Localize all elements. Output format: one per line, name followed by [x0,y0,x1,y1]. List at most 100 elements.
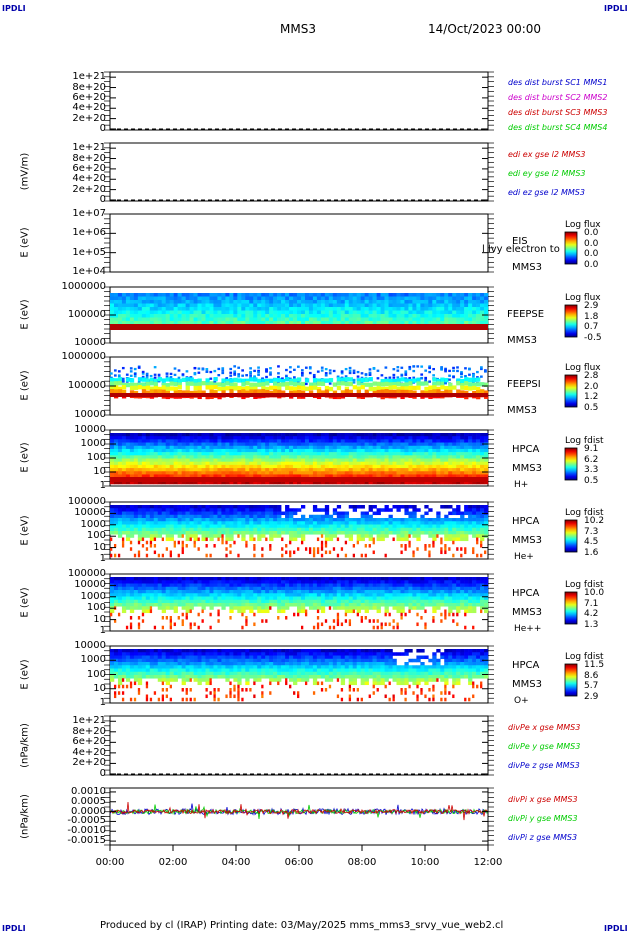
spectrogram-cell [153,508,159,512]
spectrogram-cell [153,461,159,466]
spectrogram-cell [133,458,139,462]
spectrogram-cell [249,508,254,512]
spectrogram-cell [169,511,174,516]
spectrogram-cell [273,461,278,466]
spectrogram-cell [137,385,143,390]
spectrogram-cell [225,433,230,437]
spectrogram-cell [400,544,403,548]
spectrogram-cell [460,527,465,532]
spectrogram-cell [221,303,226,308]
spectrogram-cell [368,321,373,325]
spectrogram-cell [197,577,202,581]
spectrogram-cell [464,293,469,297]
spectrogram-cell [137,514,143,519]
spectrogram-cell [177,540,180,545]
spectrogram-cell [273,310,278,315]
spectrogram-cell [189,590,194,594]
spectrogram-cell [281,461,286,466]
spectrogram-cell [229,527,234,532]
spectrogram-cell [281,293,286,297]
spectrogram-cell [484,505,489,509]
spectrogram-cell [113,303,119,308]
spectrogram-cell [404,373,408,376]
spectrogram-cell [129,590,135,594]
spectrogram-cell [364,389,369,394]
spectrogram-cell [476,471,481,475]
spectrogram-cell [225,436,230,440]
spectrogram-cell [476,468,481,472]
spectrogram-cell [300,534,306,538]
spectrogram-cell [456,366,459,369]
spectrogram-cell [464,464,469,469]
spectrogram-cell [249,317,254,322]
spectrogram-cell [117,480,123,485]
spectrogram-cell [281,524,286,529]
spectrogram-cell [185,468,190,472]
spectrogram-cell [253,448,258,453]
spectrogram-cell [273,524,278,529]
spectrogram-cell [145,553,149,558]
spectrogram-cell [245,606,250,610]
spectrogram-cell [121,505,127,509]
spectrogram-cell [173,622,176,627]
spectrogram-cell [420,307,425,311]
spectrogram-cell [472,452,477,456]
spectrogram-cell [436,511,441,516]
spectrogram-cell [432,317,437,322]
spectrogram-cell [352,518,357,522]
spectrogram-cell [332,439,338,443]
spectrogram-cell [149,321,155,325]
spectrogram-cell [448,436,453,440]
spectrogram-cell [209,474,214,478]
spectrogram-cell [424,524,429,529]
spectrogram-cell [352,527,357,532]
spectrogram-cell [372,439,377,443]
spectrogram-cell [217,505,222,509]
spectrogram-cell [185,544,188,548]
spectrogram-cell [432,518,437,522]
spectrogram-cell [153,537,157,542]
spectrogram-cell [368,296,373,301]
spectrogram-cell [432,455,437,459]
spectrogram-cell [400,321,405,325]
spectrogram-cell [269,586,274,591]
spectrogram-cell [320,521,326,525]
spectrogram-cell [173,310,178,315]
spectrogram-cell [356,445,361,450]
spectrogram-cell [304,448,310,453]
spectrogram-cell [157,436,163,440]
spectrogram-cell [356,442,361,447]
spectrogram-cell [197,596,202,601]
spectrogram-cell [444,527,449,532]
spectrogram-cell [368,505,373,509]
spectrogram-cell [197,452,202,456]
spectrogram-cell [157,508,163,512]
spectrogram-cell [352,307,357,311]
spectrogram-cell [460,474,465,478]
spectrogram-cell [277,293,282,297]
spectrogram-cell [464,458,469,462]
spectrogram-cell [360,385,365,390]
spectrogram-cell [209,531,214,535]
spectrogram-cell [213,593,218,597]
spectrogram-cell [285,377,290,382]
spectrogram-cell [364,474,369,478]
spectrogram-cell [197,307,202,311]
spectrogram-cell [129,531,135,535]
spectrogram-cell [205,461,210,466]
spectrogram-cell [233,307,238,311]
spectrogram-cell [197,300,202,304]
spectrogram-cell [281,480,286,485]
spectrogram-cell [464,367,467,370]
spectrogram-cell [181,593,186,597]
spectrogram-cell [261,577,266,581]
spectrogram-cell [173,586,178,591]
spectrogram-cell [476,537,479,542]
spectrogram-cell [217,603,222,607]
spectrogram-cell [404,505,409,509]
spectrogram-cell [468,511,473,516]
spectrogram-cell [293,300,298,304]
spectrogram-cell [452,448,457,453]
spectrogram-cell [472,524,477,529]
spectrogram-cell [217,619,220,623]
